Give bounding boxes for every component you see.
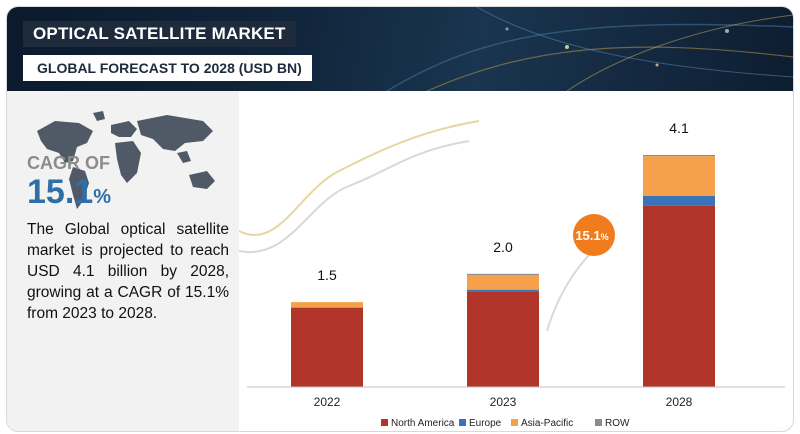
market-description: The Global optical satellite market is p… xyxy=(27,221,229,322)
stacked-bar-chart: 1.5 2.0 4.1 2022 2023 2028 15.1% North Ameri… xyxy=(238,120,785,429)
infographic-card: OPTICAL SATELLITE MARKET GLOBAL FORECAST… xyxy=(6,6,794,432)
chart-subtitle: GLOBAL FORECAST TO 2028 (USD BN) xyxy=(23,55,312,81)
total-label-2022: 1.5 xyxy=(317,267,337,283)
cagr-unit: % xyxy=(93,186,111,208)
total-label-2023: 2.0 xyxy=(493,239,513,255)
chart-area: 1.5 2.0 4.1 2022 2023 2028 15.1% North Ameri… xyxy=(238,91,793,431)
x-tick-labels: 2022 2023 2028 xyxy=(314,395,693,409)
total-label-2028: 4.1 xyxy=(669,120,689,136)
decor-swoosh-grey xyxy=(238,140,470,254)
header-banner: OPTICAL SATELLITE MARKET GLOBAL FORECAST… xyxy=(7,7,793,91)
cagr-bubble-unit: % xyxy=(601,232,609,242)
bar-2028-row xyxy=(643,155,715,157)
cagr-label: CAGR OF xyxy=(27,153,110,173)
decor-swoosh-gold xyxy=(238,120,480,236)
bar-2022-north-america xyxy=(291,307,363,387)
cagr-bubble: 15.1% xyxy=(573,214,615,256)
cagr-bubble-circle xyxy=(573,214,615,256)
legend-swatch-europe xyxy=(459,419,466,426)
bar-2022-asia-pacific xyxy=(291,302,363,308)
left-panel xyxy=(7,91,239,431)
bar-2023-north-america xyxy=(467,291,539,387)
bars-group xyxy=(291,155,715,387)
bar-2028-north-america xyxy=(643,205,715,387)
legend-swatch-row xyxy=(595,419,602,426)
legend-swatch-north-america xyxy=(381,419,388,426)
bar-2023-europe xyxy=(467,289,539,292)
legend-label-row: ROW xyxy=(605,418,630,429)
cagr-bubble-label: 15.1% xyxy=(575,228,608,243)
bar-2023-row xyxy=(467,273,539,275)
totals-group: 1.5 2.0 4.1 xyxy=(317,120,689,283)
x-tick-2023: 2023 xyxy=(490,395,517,409)
legend-label-asia-pacific: Asia-Pacific xyxy=(521,418,573,429)
cagr-number: 15.1 xyxy=(27,173,94,211)
world-map-icon xyxy=(37,111,215,209)
legend-label-europe: Europe xyxy=(469,418,502,429)
bar-2022-europe xyxy=(291,307,363,308)
bar-2028-europe xyxy=(643,195,715,206)
x-tick-2028: 2028 xyxy=(666,395,693,409)
bar-2028-asia-pacific xyxy=(643,156,715,196)
legend-swatch-asia-pacific xyxy=(511,419,518,426)
x-tick-2022: 2022 xyxy=(314,395,341,409)
bar-2023-asia-pacific xyxy=(467,274,539,290)
legend-label-north-america: North America xyxy=(391,418,455,429)
cagr-bubble-value: 15.1 xyxy=(575,228,600,243)
chart-title: OPTICAL SATELLITE MARKET xyxy=(23,21,296,47)
banner-light-streaks xyxy=(386,7,793,91)
cagr-value: 15.1% xyxy=(27,173,111,212)
legend: North America Europe Asia-Pacific ROW xyxy=(381,418,630,429)
